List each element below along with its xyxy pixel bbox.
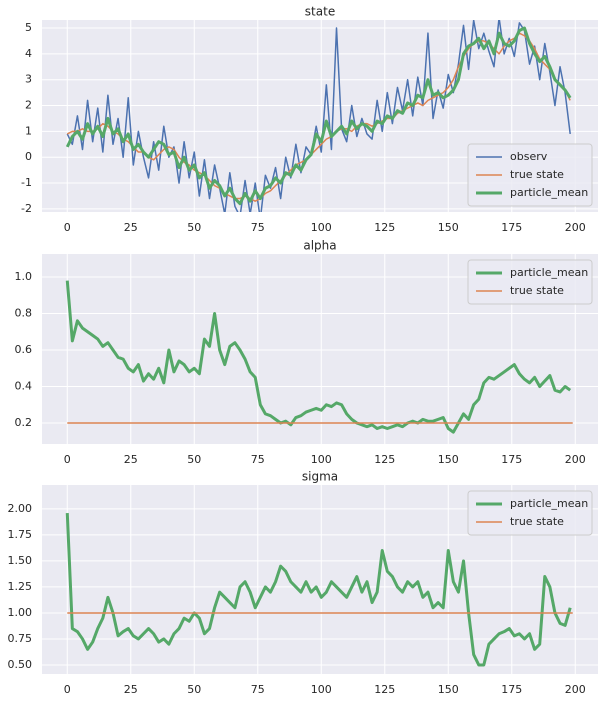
x-tick-label: 125	[374, 221, 395, 234]
y-tick-label: 1.75	[8, 528, 33, 541]
x-tick-label: 200	[565, 683, 586, 696]
x-tick-label: 150	[438, 683, 459, 696]
x-tick-label: 100	[311, 453, 332, 466]
x-tick-label: 150	[438, 453, 459, 466]
legend-label: true state	[510, 168, 564, 181]
x-tick-label: 100	[311, 683, 332, 696]
x-tick-label: 25	[124, 683, 138, 696]
x-tick-label: 150	[438, 221, 459, 234]
series-line	[65, 26, 572, 206]
series-line	[65, 513, 572, 667]
y-tick-label: 0.8	[15, 307, 33, 320]
x-tick-label: 175	[501, 221, 522, 234]
plot-area	[65, 513, 573, 667]
y-tick-label: 1.00	[8, 606, 33, 619]
x-tick-label: 125	[374, 453, 395, 466]
y-tick-label: -1	[21, 176, 32, 189]
y-tick-label: 1.0	[15, 270, 33, 283]
y-tick-label: 4	[25, 47, 32, 60]
legend-label: particle_mean	[510, 266, 588, 279]
legend-box	[467, 490, 593, 536]
y-tick-label: 5	[25, 21, 32, 34]
x-tick-label: 100	[311, 221, 332, 234]
series-line	[65, 280, 572, 434]
plot-area	[65, 20, 572, 212]
legend-label: observ	[510, 150, 548, 163]
legend-label: particle_mean	[510, 497, 588, 510]
x-tick-label: 200	[565, 453, 586, 466]
legend-box	[467, 259, 593, 305]
legend-label: true state	[510, 284, 564, 297]
chart-title: sigma	[302, 470, 338, 484]
y-tick-label: 0.2	[15, 416, 33, 429]
plot-area	[65, 280, 573, 434]
y-tick-label: 2.00	[8, 502, 33, 515]
legend-box	[467, 143, 593, 207]
x-tick-label: 0	[64, 683, 71, 696]
x-tick-label: 200	[565, 221, 586, 234]
x-tick-label: 25	[124, 221, 138, 234]
x-tick-label: 25	[124, 453, 138, 466]
y-tick-label: 0.6	[15, 343, 33, 356]
chart-title: alpha	[303, 239, 336, 253]
chart-title: state	[305, 5, 335, 19]
y-tick-label: -2	[21, 202, 32, 215]
y-tick-label: 0.75	[8, 632, 33, 645]
x-tick-label: 50	[187, 221, 201, 234]
x-tick-label: 125	[374, 683, 395, 696]
legend-label: true state	[510, 515, 564, 528]
x-tick-label: 75	[251, 683, 265, 696]
legend-label: particle_mean	[510, 186, 588, 199]
x-tick-label: 75	[251, 453, 265, 466]
x-tick-label: 175	[501, 683, 522, 696]
y-tick-label: 1.25	[8, 580, 33, 593]
x-tick-label: 175	[501, 453, 522, 466]
x-tick-label: 50	[187, 683, 201, 696]
y-tick-label: 0	[25, 150, 32, 163]
y-tick-label: 1	[25, 124, 32, 137]
y-tick-label: 0.50	[8, 658, 33, 671]
y-tick-label: 2	[25, 99, 32, 112]
x-tick-label: 50	[187, 453, 201, 466]
y-tick-label: 3	[25, 73, 32, 86]
x-tick-label: 0	[64, 453, 71, 466]
x-tick-label: 0	[64, 221, 71, 234]
x-tick-label: 75	[251, 221, 265, 234]
y-tick-label: 0.4	[15, 380, 33, 393]
y-tick-label: 1.50	[8, 554, 33, 567]
